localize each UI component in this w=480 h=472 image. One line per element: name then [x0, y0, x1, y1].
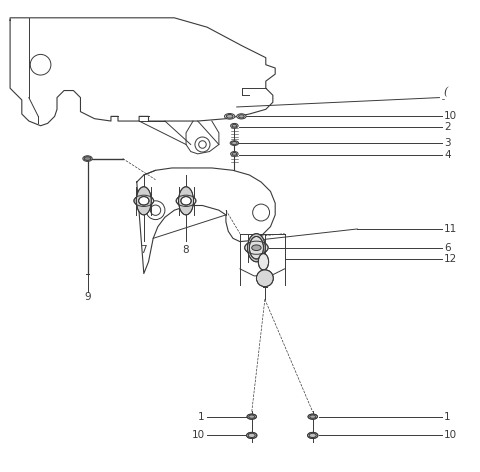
Text: (: ( [444, 87, 448, 98]
Ellipse shape [232, 124, 237, 127]
Text: 12: 12 [444, 254, 457, 264]
Text: 6: 6 [444, 243, 451, 253]
Ellipse shape [176, 195, 196, 206]
Text: 1: 1 [198, 412, 205, 421]
Text: 10: 10 [444, 430, 457, 440]
Text: 11: 11 [444, 224, 457, 234]
Ellipse shape [308, 432, 318, 438]
Text: 9: 9 [84, 292, 91, 302]
Ellipse shape [231, 142, 237, 145]
Ellipse shape [247, 414, 256, 419]
Ellipse shape [227, 115, 233, 118]
Text: 3: 3 [444, 138, 451, 148]
Ellipse shape [179, 187, 193, 215]
Ellipse shape [248, 234, 265, 262]
Ellipse shape [253, 239, 259, 242]
Text: 2: 2 [444, 122, 451, 132]
Ellipse shape [225, 114, 235, 119]
Ellipse shape [248, 433, 255, 438]
Ellipse shape [309, 433, 316, 438]
Text: 4: 4 [444, 150, 451, 160]
Ellipse shape [245, 241, 268, 254]
Ellipse shape [83, 156, 92, 161]
Text: 7: 7 [141, 245, 147, 255]
Ellipse shape [232, 152, 237, 155]
Ellipse shape [230, 123, 238, 128]
Ellipse shape [136, 187, 151, 215]
Ellipse shape [249, 415, 255, 418]
Ellipse shape [247, 432, 257, 438]
Ellipse shape [181, 196, 191, 205]
Text: 10: 10 [444, 111, 457, 121]
Text: 8: 8 [183, 245, 189, 255]
Ellipse shape [230, 141, 239, 145]
Ellipse shape [239, 115, 244, 118]
Ellipse shape [84, 157, 91, 160]
Text: 1: 1 [444, 412, 451, 421]
Ellipse shape [310, 415, 316, 418]
Ellipse shape [250, 236, 264, 259]
Ellipse shape [252, 245, 261, 251]
Ellipse shape [308, 414, 317, 419]
Ellipse shape [252, 238, 261, 243]
Ellipse shape [139, 196, 149, 205]
Ellipse shape [258, 253, 269, 270]
Ellipse shape [134, 195, 154, 206]
Ellipse shape [237, 114, 246, 119]
Text: 10: 10 [192, 430, 205, 440]
Circle shape [256, 270, 273, 287]
Ellipse shape [230, 152, 238, 156]
